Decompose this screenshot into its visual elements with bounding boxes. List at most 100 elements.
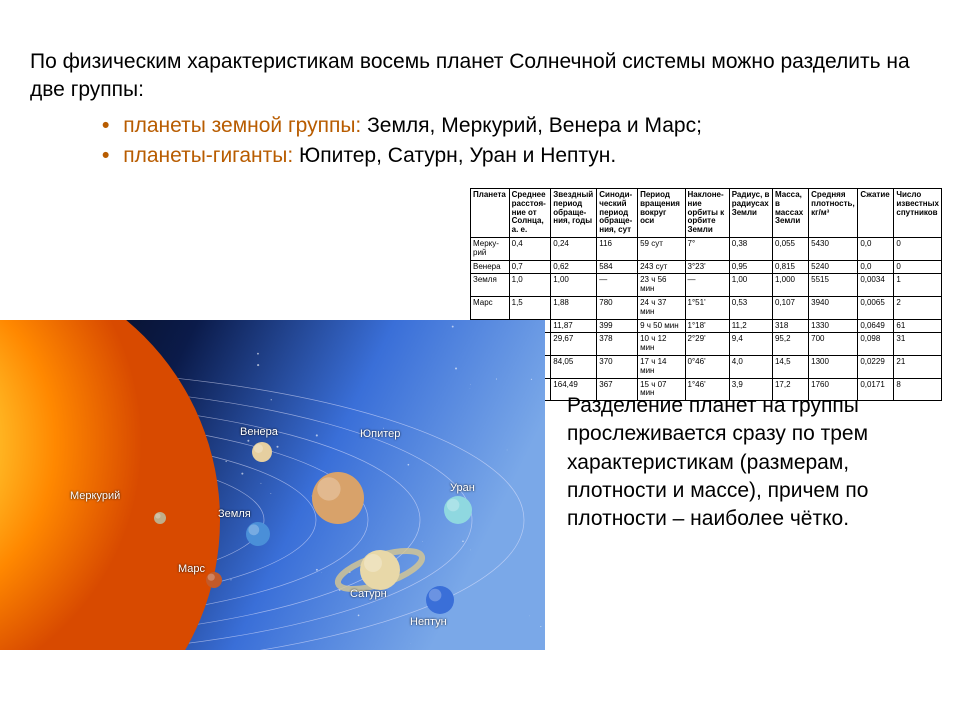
- table-cell: 1,0: [509, 274, 551, 297]
- bullet-item: • планеты-гиганты: Юпитер, Сатурн, Уран …: [102, 141, 930, 171]
- planet-jupiter: [312, 472, 364, 524]
- bullet-rest: Юпитер, Сатурн, Уран и Нептун.: [293, 144, 616, 167]
- table-cell: 0,0229: [858, 355, 894, 378]
- table-cell: 0,38: [729, 237, 772, 260]
- table-cell: Венера: [471, 260, 510, 274]
- table-cell: 1: [894, 274, 942, 297]
- table-cell: 9,4: [729, 333, 772, 356]
- planet-mercury: [154, 512, 166, 524]
- table-cell: 4,0: [729, 355, 772, 378]
- table-header: Радиус, в радиусах Земли: [729, 189, 772, 238]
- table-cell: 0,0: [858, 260, 894, 274]
- planet-uranus: [444, 496, 472, 524]
- table-cell: 0,24: [551, 237, 597, 260]
- table-cell: 243 сут: [638, 260, 685, 274]
- planet-label: Нептун: [410, 616, 447, 628]
- summary-paragraph: Разделение планет на группы прослеживает…: [567, 392, 943, 534]
- table-cell: 17 ч 14 мин: [638, 355, 685, 378]
- planet-label: Меркурий: [70, 490, 120, 502]
- table-header: Средняя плотность, кг/м³: [809, 189, 858, 238]
- table-cell: 1°18': [685, 319, 729, 333]
- table-header: Звездный период обраще-ния, годы: [551, 189, 597, 238]
- table-cell: 11,2: [729, 319, 772, 333]
- table-cell: Марс: [471, 296, 510, 319]
- table-cell: 7°: [685, 237, 729, 260]
- table-row: Марс1,51,8878024 ч 37 мин1°51'0,530,1073…: [471, 296, 942, 319]
- table-header: Масса, в массах Земли: [772, 189, 808, 238]
- table-cell: 1300: [809, 355, 858, 378]
- table-cell: 584: [597, 260, 638, 274]
- table-cell: 23 ч 56 мин: [638, 274, 685, 297]
- table-cell: 700: [809, 333, 858, 356]
- table-cell: 0,95: [729, 260, 772, 274]
- table-cell: 29,67: [551, 333, 597, 356]
- planet-label: Юпитер: [360, 428, 400, 440]
- bullet-rest: Земля, Меркурий, Венера и Марс;: [361, 114, 702, 137]
- table-header: Наклоне-ние орбиты к орбите Земли: [685, 189, 729, 238]
- table-cell: 5430: [809, 237, 858, 260]
- planet-label: Марс: [178, 563, 205, 575]
- table-cell: 780: [597, 296, 638, 319]
- table-cell: 0,4: [509, 237, 551, 260]
- table-cell: 0,7: [509, 260, 551, 274]
- planet-label: Венера: [240, 426, 278, 438]
- intro-line: По физическим характеристикам восемь пла…: [30, 50, 910, 101]
- table-cell: 0,055: [772, 237, 808, 260]
- table-cell: —: [597, 274, 638, 297]
- planet-earth: [246, 522, 270, 546]
- table-cell: 1,000: [772, 274, 808, 297]
- table-cell: 1,5: [509, 296, 551, 319]
- table-cell: 0: [894, 260, 942, 274]
- table-cell: 0,62: [551, 260, 597, 274]
- planet-neptune: [426, 586, 454, 614]
- bullet-dot-icon: •: [102, 114, 109, 137]
- table-cell: 9 ч 50 мин: [638, 319, 685, 333]
- table-row: Мерку-рий0,40,2411659 сут7°0,380,0555430…: [471, 237, 942, 260]
- table-cell: 0,0065: [858, 296, 894, 319]
- table-cell: 10 ч 12 мин: [638, 333, 685, 356]
- planet-mars: [206, 572, 222, 588]
- table-cell: 399: [597, 319, 638, 333]
- table-cell: 59 сут: [638, 237, 685, 260]
- planet-saturn: [360, 550, 400, 590]
- table-cell: 3°23': [685, 260, 729, 274]
- table-cell: 0,815: [772, 260, 808, 274]
- table-cell: 1,88: [551, 296, 597, 319]
- table-cell: 5240: [809, 260, 858, 274]
- table-cell: 95,2: [772, 333, 808, 356]
- table-header: Число известных спутников: [894, 189, 942, 238]
- table-cell: 11,87: [551, 319, 597, 333]
- table-cell: 0,0034: [858, 274, 894, 297]
- table-cell: 0,0: [858, 237, 894, 260]
- intro-text: По физическим характеристикам восемь пла…: [30, 48, 930, 172]
- solar-system-diagram: МеркурийВенераЗемляМарсЮпитерСатурнУранН…: [0, 320, 545, 650]
- table-cell: 370: [597, 355, 638, 378]
- table-cell: 0°46': [685, 355, 729, 378]
- table-cell: 116: [597, 237, 638, 260]
- table-cell: 1,00: [551, 274, 597, 297]
- table-cell: 0,098: [858, 333, 894, 356]
- table-row: Земля1,01,00—23 ч 56 мин—1,001,00055150,…: [471, 274, 942, 297]
- table-cell: 5515: [809, 274, 858, 297]
- table-cell: 0,107: [772, 296, 808, 319]
- table-cell: 0,0649: [858, 319, 894, 333]
- planet-venus: [252, 442, 272, 462]
- planet-label: Земля: [218, 508, 251, 520]
- table-cell: Мерку-рий: [471, 237, 510, 260]
- table-cell: —: [685, 274, 729, 297]
- bullet-key: планеты-гиганты:: [123, 144, 293, 167]
- bullet-item: • планеты земной группы: Земля, Меркурий…: [102, 111, 930, 141]
- table-cell: 1,00: [729, 274, 772, 297]
- table-cell: 24 ч 37 мин: [638, 296, 685, 319]
- table-header: Планета: [471, 189, 510, 238]
- table-cell: 1330: [809, 319, 858, 333]
- table-row: Венера0,70,62584243 сут3°23'0,950,815524…: [471, 260, 942, 274]
- table-cell: 0: [894, 237, 942, 260]
- planet-label: Сатурн: [350, 588, 387, 600]
- table-cell: 61: [894, 319, 942, 333]
- table-cell: 31: [894, 333, 942, 356]
- table-cell: 3940: [809, 296, 858, 319]
- bullet-dot-icon: •: [102, 144, 109, 167]
- table-cell: 1°51': [685, 296, 729, 319]
- table-cell: 318: [772, 319, 808, 333]
